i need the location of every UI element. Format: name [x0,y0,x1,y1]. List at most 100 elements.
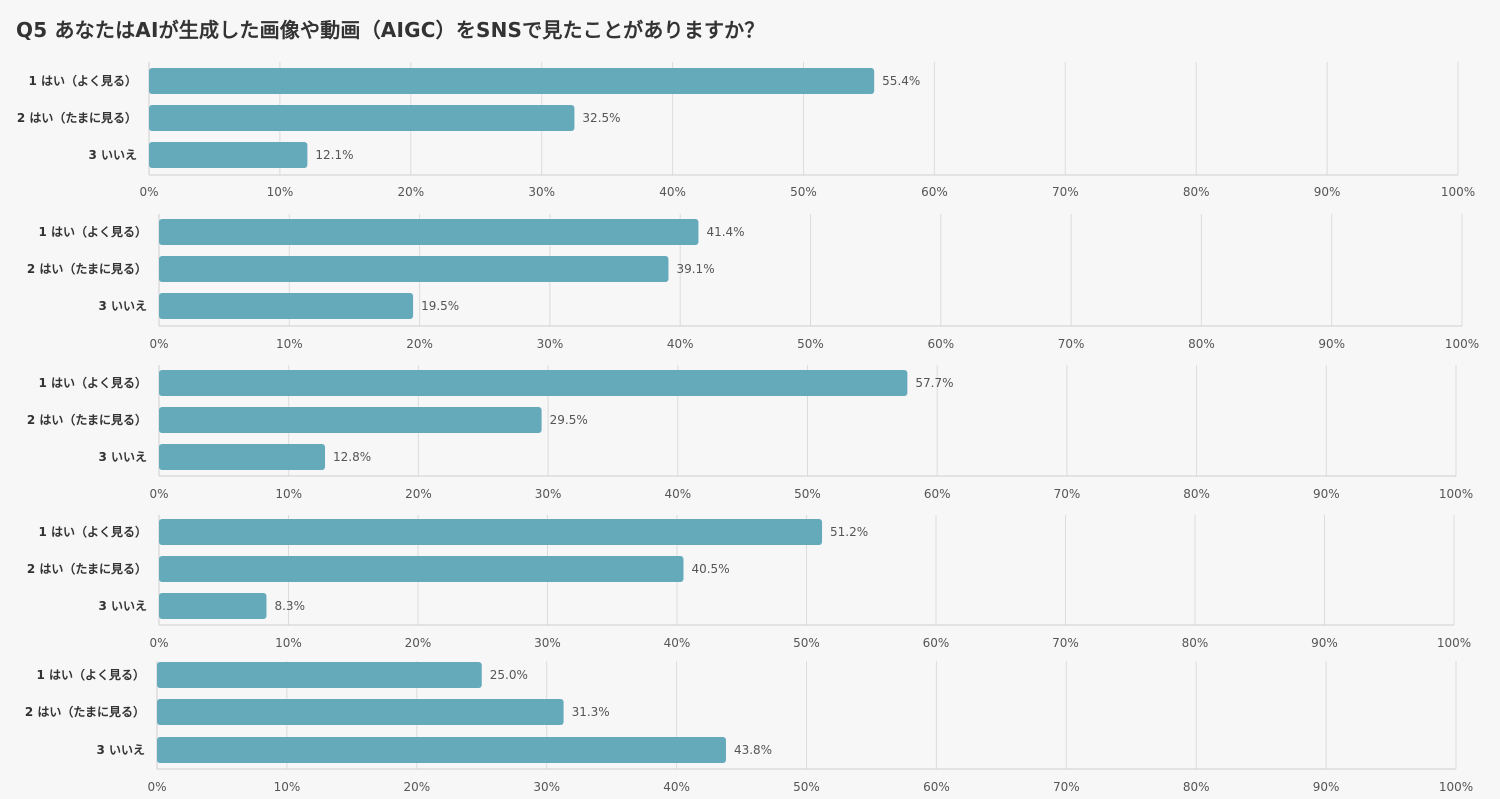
x-tick-label: 90% [1313,487,1340,501]
x-tick-label: 10% [275,487,302,501]
chart-panel-1: 0% 10% 20% 30% 40% 50% 60% 70% 80% 90% 100% 1 はい（よく… [17,62,1475,199]
category-label: 2 はい（たまに見る） [25,704,145,719]
data-label: 19.5% [421,299,459,313]
category-label: 1 はい（よく見る） [38,524,147,539]
category-label: 2 はい（たまに見る） [27,261,147,276]
x-tick-label: 0% [147,780,166,794]
category-label: 2 はい（たまに見る） [17,110,137,125]
x-tick-label: 60% [927,337,954,351]
bar [159,219,699,245]
data-label: 25.0% [490,668,528,682]
data-label: 40.5% [691,562,729,576]
category-label: 1 はい（よく見る） [38,224,147,239]
x-tick-label: 80% [1188,337,1215,351]
x-tick-label: 40% [664,487,691,501]
x-tick-label: 40% [667,337,694,351]
bar [159,556,684,582]
chart-panel-3: 0% 10% 20% 30% 40% 50% 60% 70% 80% 90% 100% 1 はい（よく… [27,365,1473,501]
x-tick-label: 80% [1183,487,1210,501]
data-label: 55.4% [882,74,920,88]
x-tick-label: 50% [793,780,820,794]
data-label: 12.8% [333,450,371,464]
bar [157,737,726,763]
x-tick-label: 30% [534,636,561,650]
data-label: 8.3% [274,599,305,613]
x-tick-label: 40% [663,780,690,794]
x-tick-label: 70% [1058,337,1085,351]
x-tick-label: 70% [1052,636,1079,650]
data-label: 32.5% [582,111,620,125]
x-tick-label: 100% [1441,185,1475,199]
data-label: 43.8% [734,743,772,757]
x-tick-label: 30% [528,185,555,199]
x-tick-label: 100% [1437,636,1471,650]
x-tick-label: 50% [797,337,824,351]
x-tick-label: 80% [1183,185,1210,199]
x-tick-label: 90% [1318,337,1345,351]
bar [159,519,823,545]
page-title: Q5 あなたはAIが生成した画像や動画（AIGC）をSNSで見たことがありますか… [16,18,765,42]
category-label: 3 いいえ [98,299,147,313]
bar [157,699,564,725]
x-tick-label: 80% [1183,780,1210,794]
x-tick-label: 20% [406,337,433,351]
x-tick-label: 50% [790,185,817,199]
bar [149,68,875,94]
x-tick-label: 70% [1054,487,1081,501]
category-label: 1 はい（よく見る） [38,375,147,390]
x-tick-label: 100% [1445,337,1479,351]
category-label: 2 はい（たまに見る） [27,561,147,576]
x-tick-label: 0% [149,337,168,351]
bar [159,370,908,396]
chart-panel-5: 0% 10% 20% 30% 40% 50% 60% 70% 80% 90% 100% 1 はい（よく… [25,661,1473,794]
chart-panel-2: 0% 10% 20% 30% 40% 50% 60% 70% 80% 90% 100% 1 はい（よく… [27,214,1479,351]
data-label: 41.4% [706,225,744,239]
x-tick-label: 10% [267,185,294,199]
data-label: 57.7% [915,376,953,390]
x-tick-label: 60% [921,185,948,199]
x-tick-label: 100% [1439,780,1473,794]
category-label: 1 はい（よく見る） [28,73,137,88]
x-tick-label: 90% [1311,636,1338,650]
category-label: 3 いいえ [88,148,137,162]
x-tick-label: 90% [1313,780,1340,794]
x-tick-label: 60% [923,636,950,650]
data-label: 39.1% [676,262,714,276]
x-tick-label: 90% [1314,185,1341,199]
category-label: 3 いいえ [98,599,147,613]
bar [157,662,482,688]
x-tick-label: 30% [537,337,564,351]
x-tick-label: 70% [1052,185,1079,199]
category-label: 2 はい（たまに見る） [27,412,147,427]
data-label: 12.1% [315,148,353,162]
data-label: 31.3% [572,705,610,719]
chart-panel-4: 0% 10% 20% 30% 40% 50% 60% 70% 80% 90% 100% 1 はい（よく… [27,515,1471,650]
x-tick-label: 40% [659,185,686,199]
x-tick-label: 0% [139,185,158,199]
category-label: 3 いいえ [98,450,147,464]
bar [159,293,414,319]
x-tick-label: 70% [1053,780,1080,794]
x-tick-label: 20% [403,780,430,794]
bar [159,256,669,282]
x-tick-label: 30% [533,780,560,794]
x-tick-label: 20% [405,487,432,501]
x-tick-label: 30% [535,487,562,501]
bar [159,407,542,433]
x-tick-label: 20% [405,636,432,650]
x-tick-label: 100% [1439,487,1473,501]
x-tick-label: 10% [275,636,302,650]
bar [149,105,575,131]
x-tick-label: 10% [276,337,303,351]
x-tick-label: 50% [793,636,820,650]
bar [159,444,326,470]
x-tick-label: 20% [397,185,424,199]
x-tick-label: 0% [149,487,168,501]
x-tick-label: 60% [923,780,950,794]
data-label: 29.5% [550,413,588,427]
bar [149,142,308,168]
x-tick-label: 50% [794,487,821,501]
category-label: 3 いいえ [96,743,145,757]
category-label: 1 はい（よく見る） [36,667,145,682]
